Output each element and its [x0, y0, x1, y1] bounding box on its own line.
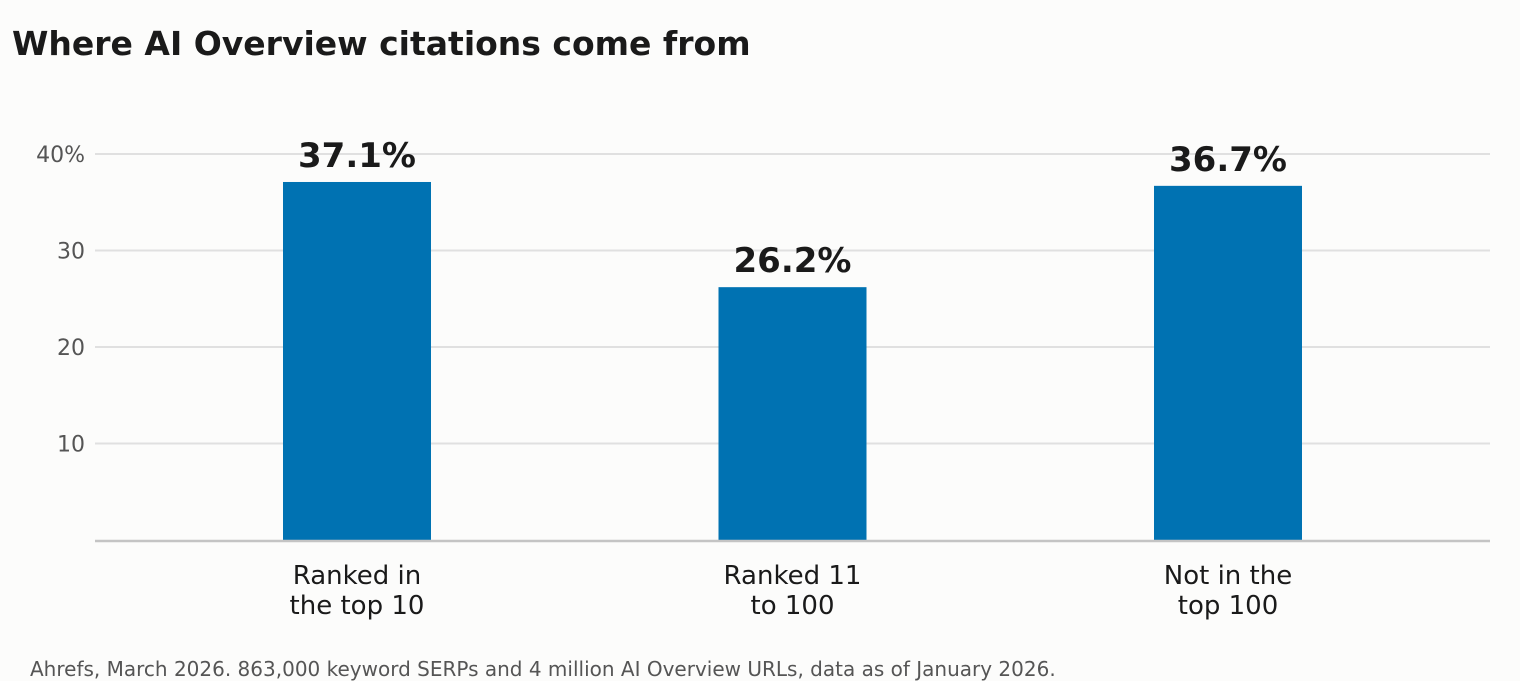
bar-value-label: 37.1%: [298, 136, 416, 176]
x-category-label: to 100: [751, 591, 835, 621]
x-category-label: Ranked in: [293, 561, 422, 591]
y-tick-label: 30: [57, 240, 85, 265]
chart-title: Where AI Overview citations come from: [12, 24, 751, 63]
y-tick-label: 10: [57, 433, 85, 458]
x-category-label: Not in the: [1164, 561, 1292, 591]
y-tick-label: 20: [57, 336, 85, 361]
source-note: Ahrefs, March 2026. 863,000 keyword SERP…: [30, 657, 1056, 681]
x-category-label: top 100: [1178, 591, 1279, 621]
bars: [283, 181, 1302, 541]
y-tick-label: 40%: [36, 143, 85, 168]
bar-value-label: 36.7%: [1169, 140, 1287, 180]
bar: [1154, 185, 1302, 540]
bar-value-label: 26.2%: [734, 241, 852, 281]
x-category-label: Ranked 11: [724, 561, 862, 591]
bar: [283, 181, 431, 541]
bar: [718, 287, 867, 540]
x-category-label: the top 10: [290, 591, 425, 621]
